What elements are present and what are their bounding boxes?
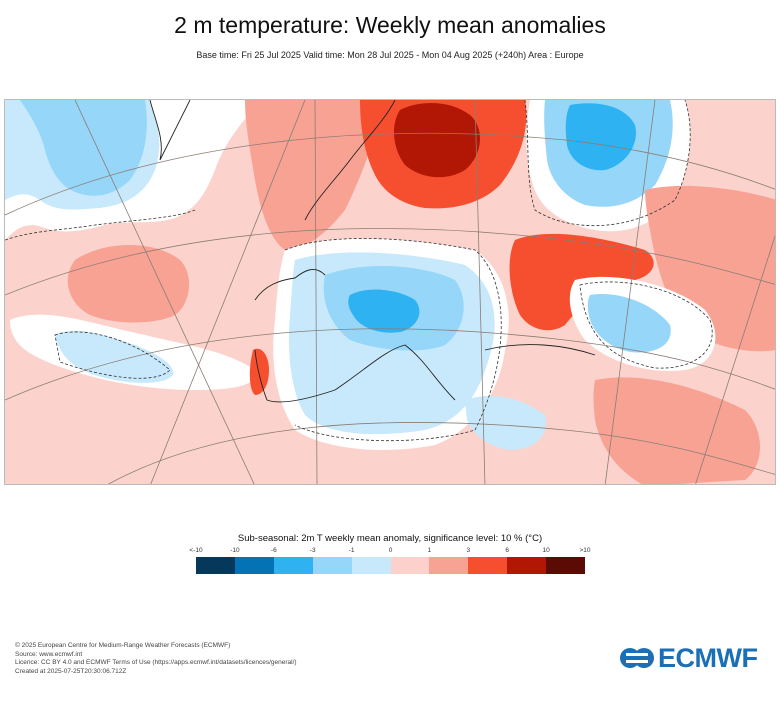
legend-label: -6: [270, 547, 277, 554]
legend-label: 1: [427, 547, 432, 554]
ecmwf-logo: ECMWF: [620, 643, 768, 673]
ecmwf-logo-text: ECMWF: [658, 643, 758, 673]
region-atlantic-warm: [67, 245, 190, 323]
legend-label: 10: [542, 547, 550, 554]
legend-title: Sub-seasonal: 2m T weekly mean anomaly, …: [237, 533, 543, 544]
anomaly-map: [4, 99, 776, 485]
legend-swatch: [507, 557, 547, 574]
legend-label: -3: [309, 547, 316, 554]
legend-swatch: [196, 557, 235, 574]
footer-source: Source: www.ecmwf.int: [15, 650, 83, 658]
legend-swatch: [390, 557, 430, 574]
footer-created: Created at 2025-07-25T20:30:06.712Z: [15, 667, 127, 675]
region-finland-hot: [393, 103, 481, 178]
legend-colorbar: [196, 557, 586, 574]
footer: © 2025 European Centre for Medium-Range …: [15, 642, 297, 676]
legend-swatch: [468, 557, 508, 574]
region-greenland-blue: [20, 100, 147, 196]
footer-copyright: © 2025 European Centre for Medium-Range …: [15, 642, 231, 649]
legend-label: 6: [505, 547, 509, 554]
chart-subtitle: Base time: Fri 25 Jul 2025 Valid time: M…: [196, 50, 584, 60]
region-alps-blue: [348, 289, 420, 333]
legend-label: -1: [348, 547, 355, 554]
chart-title: 2 m temperature: Weekly mean anomalies: [174, 12, 606, 38]
legend-label: 0: [388, 547, 393, 554]
region-caspian-cool: [587, 294, 671, 353]
legend-label: 3: [466, 547, 471, 554]
footer-licence: Licence: CC BY 4.0 and ECMWF Terms of Us…: [15, 659, 297, 667]
legend-swatch: [546, 557, 586, 574]
region-east-med-cool: [465, 395, 546, 450]
legend-swatch: [429, 557, 469, 574]
legend-labels: <-10 -10 -6 -3 -1 0 1 3 6 10 >10: [189, 547, 590, 557]
region-portugal-warm: [249, 348, 269, 395]
legend-swatch: [312, 557, 352, 574]
graticule: [5, 100, 775, 484]
coastlines: [149, 100, 596, 403]
ecmwf-logo-icon: [620, 648, 654, 668]
legend-label: >10: [579, 547, 591, 554]
legend-swatch: [234, 557, 274, 574]
region-siberia-blue: [565, 103, 636, 171]
legend-label: <-10: [189, 547, 203, 554]
legend-swatch: [273, 557, 313, 574]
region-middle-east-warm: [593, 377, 760, 484]
legend-swatch: [351, 557, 391, 574]
significance-contours: [5, 100, 713, 442]
legend-label: -10: [230, 547, 240, 554]
